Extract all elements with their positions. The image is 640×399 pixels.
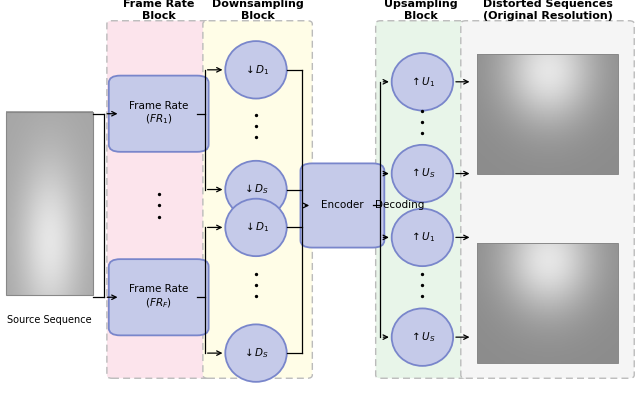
Ellipse shape [392, 209, 453, 266]
FancyBboxPatch shape [461, 21, 634, 378]
Text: Distorted Sequences
(Original Resolution): Distorted Sequences (Original Resolution… [483, 0, 612, 21]
Text: $\uparrow U_S$: $\uparrow U_S$ [409, 330, 436, 344]
FancyBboxPatch shape [109, 259, 209, 335]
Text: $\uparrow U_1$: $\uparrow U_1$ [409, 231, 436, 244]
Text: Frame Rate
$(FR_1)$: Frame Rate $(FR_1)$ [129, 101, 188, 126]
FancyBboxPatch shape [107, 21, 210, 378]
Text: $\downarrow D_S$: $\downarrow D_S$ [243, 183, 269, 196]
Ellipse shape [225, 41, 287, 99]
Text: Decoding: Decoding [375, 200, 424, 211]
Text: $\downarrow D_S$: $\downarrow D_S$ [243, 346, 269, 360]
FancyBboxPatch shape [109, 76, 209, 152]
Ellipse shape [225, 199, 287, 256]
Text: Downsampling
Block: Downsampling Block [212, 0, 303, 21]
Text: Frame Rate
Block: Frame Rate Block [123, 0, 194, 21]
Text: Encoder: Encoder [321, 200, 364, 211]
Text: $\uparrow U_1$: $\uparrow U_1$ [409, 75, 436, 89]
Ellipse shape [225, 324, 287, 382]
Text: Upsampling
Block: Upsampling Block [384, 0, 458, 21]
Text: $\uparrow U_S$: $\uparrow U_S$ [409, 167, 436, 180]
Ellipse shape [392, 308, 453, 366]
Text: Frame Rate
$(FR_F)$: Frame Rate $(FR_F)$ [129, 284, 188, 310]
Text: $\downarrow D_1$: $\downarrow D_1$ [243, 63, 269, 77]
FancyBboxPatch shape [376, 21, 466, 378]
FancyBboxPatch shape [203, 21, 312, 378]
Text: $\downarrow D_1$: $\downarrow D_1$ [243, 221, 269, 234]
Ellipse shape [392, 53, 453, 111]
Ellipse shape [392, 145, 453, 202]
Text: Source Sequence: Source Sequence [7, 315, 92, 325]
FancyBboxPatch shape [301, 164, 385, 247]
Ellipse shape [225, 161, 287, 218]
